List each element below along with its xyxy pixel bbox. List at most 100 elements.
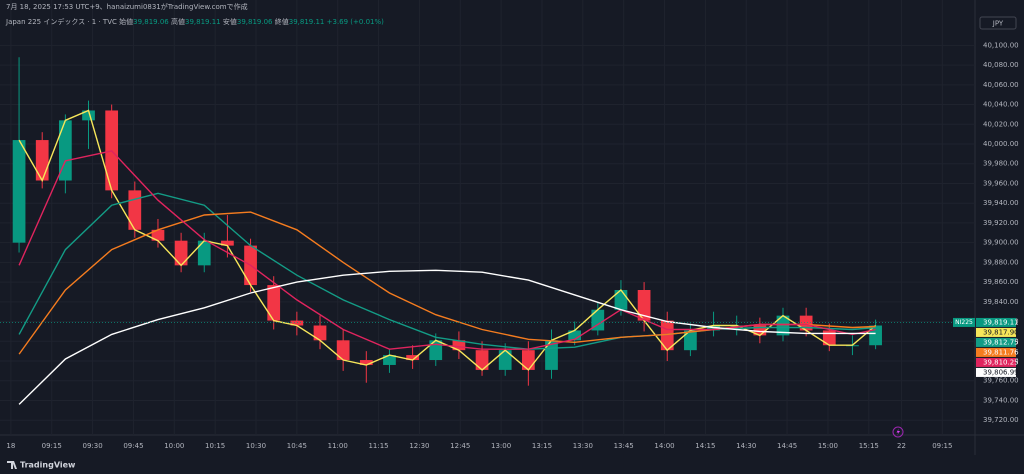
ohlc-label: 終値 xyxy=(274,18,289,26)
y-tick-label: 39,880.00 xyxy=(983,258,1019,266)
candle-body xyxy=(498,350,512,370)
x-tick-label: 12:45 xyxy=(450,442,470,450)
y-tick-label: 39,840.00 xyxy=(983,298,1019,306)
y-tick-label: 40,000.00 xyxy=(983,140,1019,148)
footer xyxy=(0,455,1024,474)
x-tick-label: 18 xyxy=(6,442,15,450)
y-tick-label: 39,900.00 xyxy=(983,239,1019,247)
symbol-tag-bg xyxy=(953,317,975,327)
x-tick-label: 14:15 xyxy=(695,442,715,450)
x-tick-label: 10:45 xyxy=(287,442,307,450)
y-tick-label: 39,720.00 xyxy=(983,416,1019,424)
ma-line xyxy=(18,269,876,405)
event-bolt xyxy=(896,428,900,436)
candle-body xyxy=(221,240,234,246)
candle-body xyxy=(383,355,396,365)
brand: TradingView xyxy=(20,461,76,470)
brand-logo xyxy=(7,461,17,469)
currency-button[interactable] xyxy=(979,16,1017,30)
candle-body xyxy=(128,190,142,230)
ma-tag: 39,812.75 xyxy=(983,338,1019,346)
y-tick-label: 40,060.00 xyxy=(983,81,1019,89)
caption: 7月 18, 2025 17:53 UTC+9、hanaizumi0831がTr… xyxy=(6,3,248,11)
ma-tag-bg xyxy=(976,367,1016,377)
candle-body xyxy=(290,320,304,326)
y-tick-label: 39,920.00 xyxy=(983,219,1019,227)
symbol: Japan 225 インデックス · 1 · TVC xyxy=(6,18,117,26)
candle-body xyxy=(35,140,49,181)
candle-body xyxy=(799,315,813,331)
x-tick-label: 09:15 xyxy=(42,442,62,450)
x-tick-label: 10:00 xyxy=(164,442,184,450)
ma-tag: 39,806.99 xyxy=(983,368,1019,376)
candle-body xyxy=(753,325,767,336)
ma-line xyxy=(18,150,876,350)
ma-tag-bg xyxy=(976,327,1016,337)
x-tick-label: 11:15 xyxy=(368,442,388,450)
x-tick-label: 13:45 xyxy=(614,442,634,450)
y-tick-label: 39,740.00 xyxy=(983,396,1019,404)
marks xyxy=(0,57,975,405)
x-tick-label: 09:30 xyxy=(83,442,103,450)
candle-body xyxy=(12,140,26,243)
price-tag-bg xyxy=(976,317,1016,327)
candle-body xyxy=(267,285,281,321)
y-tick-label: 39,940.00 xyxy=(983,199,1019,207)
y-tick-label: 39,960.00 xyxy=(983,179,1019,187)
ma-tag: 39,810.25 xyxy=(983,358,1019,366)
x-tick-label: 15:15 xyxy=(859,442,879,450)
ma-tag: 39,811.76 xyxy=(983,348,1019,356)
ma-tag-bg xyxy=(976,337,1016,347)
y-tick-label: 40,020.00 xyxy=(983,120,1019,128)
x-tick-label: 09:45 xyxy=(123,442,143,450)
candle-body xyxy=(406,355,419,361)
candle-body xyxy=(776,315,790,336)
ma-tag: 39,817.90 xyxy=(983,328,1019,336)
candle-body xyxy=(475,350,489,370)
candle-body xyxy=(822,330,836,346)
x-tick-label: 14:30 xyxy=(736,442,756,450)
x-tick-label: 12:30 xyxy=(409,442,429,450)
candle-body xyxy=(684,330,697,351)
x-tick-label: 11:00 xyxy=(328,442,348,450)
legend: Japan 225 インデックス · 1 · TVC 始値39,819.06 高… xyxy=(6,17,384,27)
candle-body xyxy=(568,330,582,341)
ohlc: 始値39,819.06 高値39,819.11 安値39,819.06 終値39… xyxy=(119,18,327,26)
candle-body xyxy=(151,229,165,241)
axes: 40,100.00 40,080.00 40,060.00 40,040.00 40,0… xyxy=(6,41,1019,450)
ohlc-label: 安値 xyxy=(222,18,237,26)
candle-body xyxy=(452,340,466,351)
candle-body xyxy=(197,240,211,266)
x-tick-label: 13:00 xyxy=(491,442,511,450)
candle-body xyxy=(313,325,327,341)
change: +3.69 (+0.01%) xyxy=(326,18,384,26)
price-tag: 39,819.11 xyxy=(983,318,1019,326)
ohlc-value: 39,819.06 xyxy=(133,18,169,26)
symbol-tag: NI225 xyxy=(955,319,973,326)
y-tick-label: 39,760.00 xyxy=(983,377,1019,385)
event-icon[interactable] xyxy=(892,426,904,438)
candle-body xyxy=(174,240,188,266)
x-tick-label: 14:00 xyxy=(654,442,674,450)
y-tick-label: 40,080.00 xyxy=(983,61,1019,69)
currency[interactable]: JPY xyxy=(992,20,1004,28)
candle-body xyxy=(591,309,605,331)
x-tick-label: 09:15 xyxy=(932,442,952,450)
ma-tag-bg xyxy=(976,347,1016,357)
x-tick-label: 10:30 xyxy=(246,442,266,450)
y-tick-label: 39,860.00 xyxy=(983,278,1019,286)
candle-body xyxy=(359,360,373,365)
x-tick-label: 13:15 xyxy=(532,442,552,450)
candle-body xyxy=(82,110,95,121)
x-tick-label: 15:00 xyxy=(818,442,838,450)
ma-tag-bg xyxy=(976,357,1016,367)
x-tick-label: 14:45 xyxy=(777,442,797,450)
x-tick-label: 22 xyxy=(897,442,906,450)
ohlc-label: 始値 xyxy=(119,18,134,26)
candle-body xyxy=(637,290,651,321)
ohlc-value: 39,819.11 xyxy=(185,18,221,26)
x-tick-label: 10:15 xyxy=(205,442,225,450)
